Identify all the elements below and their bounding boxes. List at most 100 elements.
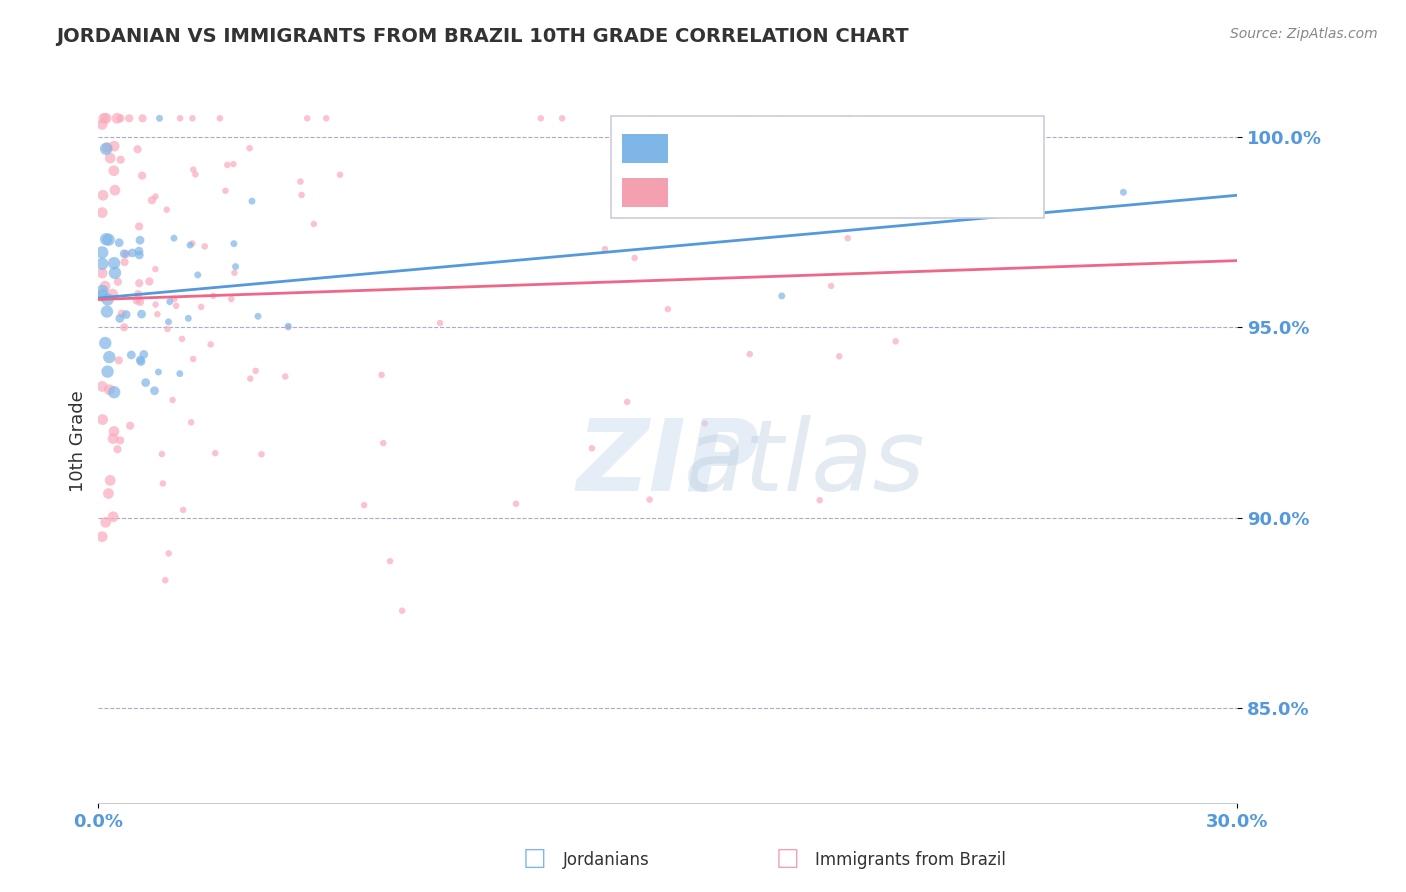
Point	[103, 256, 125, 270]
Point	[551, 112, 574, 126]
Point	[217, 158, 239, 172]
FancyBboxPatch shape	[623, 178, 668, 207]
Point	[94, 232, 117, 246]
Point	[91, 284, 114, 298]
Point	[204, 446, 226, 460]
Point	[91, 379, 114, 393]
Point	[239, 372, 262, 386]
Point	[145, 189, 167, 203]
Point	[91, 266, 114, 280]
Point	[177, 311, 200, 326]
Point	[121, 246, 143, 260]
Point	[245, 364, 267, 378]
Point	[94, 336, 117, 351]
Point	[150, 447, 173, 461]
Point	[103, 139, 125, 153]
Point	[127, 142, 149, 156]
Point	[297, 112, 319, 126]
Point	[94, 112, 117, 126]
Point	[115, 247, 138, 261]
Text: □: □	[776, 847, 799, 871]
Point	[157, 546, 180, 560]
Point	[769, 112, 792, 126]
Point	[225, 260, 247, 274]
Point	[98, 151, 121, 165]
Point	[616, 395, 638, 409]
Point	[181, 112, 204, 126]
Text: R = 0.434    N =  47: R = 0.434 N = 47	[685, 135, 898, 153]
Point	[128, 248, 150, 262]
Point	[250, 447, 273, 461]
Point	[145, 262, 167, 277]
Point	[91, 288, 114, 302]
Point	[859, 112, 882, 126]
Point	[884, 334, 907, 349]
Point	[378, 554, 401, 568]
Point	[98, 350, 121, 364]
Point	[184, 168, 207, 182]
Point	[148, 112, 170, 126]
Point	[277, 319, 299, 334]
Point	[110, 153, 132, 167]
Point	[820, 279, 842, 293]
Point	[110, 112, 132, 126]
Point	[129, 354, 152, 368]
Point	[581, 442, 603, 456]
Point	[132, 347, 155, 361]
Point	[733, 112, 755, 126]
Point	[208, 112, 231, 126]
Point	[240, 194, 263, 209]
Point	[98, 474, 121, 488]
Point	[165, 299, 187, 313]
Point	[838, 112, 860, 126]
Point	[641, 112, 664, 126]
Point	[148, 365, 170, 379]
FancyBboxPatch shape	[623, 178, 668, 207]
Point	[163, 231, 186, 245]
Text: □: □	[523, 847, 546, 871]
Text: Jordanians: Jordanians	[562, 851, 650, 869]
Point	[373, 436, 395, 450]
Point	[224, 266, 246, 280]
Text: JORDANIAN VS IMMIGRANTS FROM BRAZIL 10TH GRADE CORRELATION CHART: JORDANIAN VS IMMIGRANTS FROM BRAZIL 10TH…	[56, 27, 908, 45]
Point	[112, 246, 135, 260]
Point	[638, 492, 661, 507]
Text: R = 0.024    N = 120: R = 0.024 N = 120	[685, 178, 905, 197]
Point	[290, 188, 312, 202]
Point	[274, 369, 297, 384]
Point	[115, 308, 138, 322]
Point	[107, 442, 129, 457]
Point	[738, 347, 761, 361]
Point	[593, 242, 616, 256]
Point	[222, 157, 245, 171]
Point	[180, 415, 202, 429]
Point	[183, 162, 205, 177]
Point	[141, 193, 163, 207]
Point	[103, 425, 125, 439]
Point	[108, 311, 131, 326]
Point	[94, 142, 117, 156]
Point	[96, 140, 118, 154]
Point	[837, 112, 859, 126]
Point	[156, 322, 179, 336]
Point	[91, 412, 114, 426]
Point	[179, 238, 201, 252]
Point	[125, 293, 148, 308]
Point	[93, 112, 115, 126]
Point	[329, 168, 352, 182]
Point	[128, 244, 150, 259]
Point	[108, 235, 131, 250]
Point	[202, 289, 225, 303]
Point	[315, 112, 337, 126]
Point	[156, 202, 179, 217]
Point	[120, 418, 142, 433]
Point	[110, 434, 132, 448]
Point	[922, 181, 945, 195]
Point	[97, 486, 120, 500]
Point	[222, 236, 245, 251]
Point	[839, 139, 862, 153]
Point	[159, 294, 181, 309]
Point	[163, 292, 186, 306]
Point	[96, 304, 118, 318]
Point	[114, 255, 136, 269]
